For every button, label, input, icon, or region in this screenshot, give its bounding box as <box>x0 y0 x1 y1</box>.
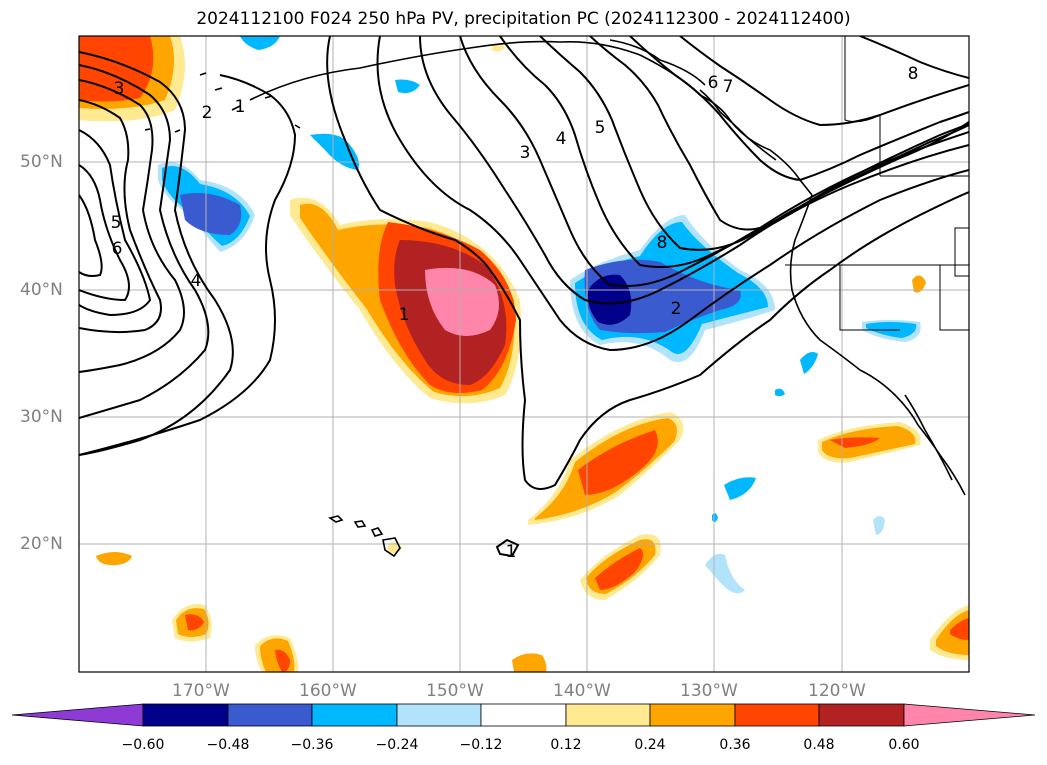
longitude-label-140w: 140°W <box>553 681 611 701</box>
contour-label: 5 <box>595 118 606 138</box>
coastlines <box>144 36 969 558</box>
latitude-label-40n: 40°N <box>20 280 63 300</box>
colorbar-tick-label: 0.24 <box>634 737 666 753</box>
contour-label: 1 <box>399 305 410 325</box>
contour-label: 6 <box>112 239 123 259</box>
contour-label: 1 <box>506 542 517 562</box>
contour-label: 8 <box>908 64 919 84</box>
figure-title: 2024112100 F024 250 hPa PV, precipitatio… <box>196 9 851 29</box>
contour-label: 4 <box>556 129 567 149</box>
colorbar-tick-label: −0.48 <box>206 737 250 753</box>
colorbar-tick-label: 0.36 <box>719 737 751 753</box>
colorbar-tick-label: 0.12 <box>550 737 582 753</box>
contour-label: 5 <box>111 213 122 233</box>
contour-label: 7 <box>723 77 734 97</box>
graticule <box>79 36 969 672</box>
latitude-label-50n: 50°N <box>20 152 63 172</box>
contour-label: 3 <box>520 143 531 163</box>
longitude-label-160w: 160°W <box>299 681 357 701</box>
longitude-label-150w: 150°W <box>426 681 484 701</box>
contour-label: 4 <box>191 271 202 291</box>
longitude-label-170w: 170°W <box>172 681 230 701</box>
latitude-label-30n: 30°N <box>20 407 63 427</box>
contour-label: 2 <box>671 299 682 319</box>
contour-label: 2 <box>202 103 213 123</box>
colorbar-tick-label: −0.36 <box>290 737 334 753</box>
latitude-label-20n: 20°N <box>20 534 63 554</box>
colorbar-tick-label: 0.60 <box>888 737 920 753</box>
longitude-label-120w: 120°W <box>808 681 866 701</box>
contour-label: 3 <box>114 79 125 99</box>
contour-label: 8 <box>657 233 668 253</box>
contour-labels: 3 2 1 5 6 4 3 4 5 6 7 8 1 8 2 1 <box>111 64 919 562</box>
contour-label: 6 <box>708 73 719 93</box>
colorbar-tick-label: −0.12 <box>459 737 503 753</box>
colorbar-tick-label: −0.24 <box>375 737 419 753</box>
contour-label: 1 <box>235 97 246 117</box>
longitude-label-130w: 130°W <box>680 681 738 701</box>
colorbar-tick-label: −0.60 <box>121 737 165 753</box>
map-frame <box>78 35 970 673</box>
map-background <box>79 36 969 672</box>
colorbar <box>11 703 1036 727</box>
colorbar-tick-label: 0.48 <box>803 737 835 753</box>
pv-contours <box>79 36 969 558</box>
